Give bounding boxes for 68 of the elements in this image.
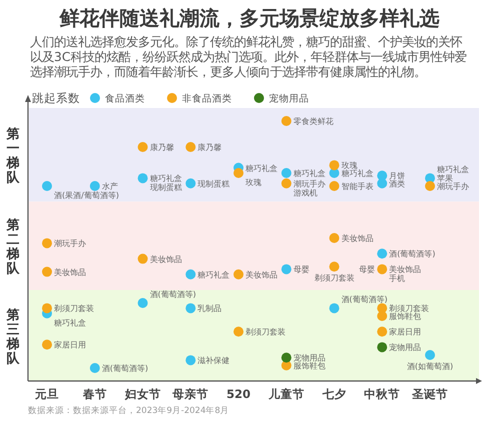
annotation: 服饰鞋包: [293, 361, 326, 370]
annotation: 剃须刀套装: [314, 274, 354, 283]
x-tick-label: 圣诞节: [411, 387, 448, 401]
annotation: 酒(葡萄酒等): [150, 290, 196, 299]
x-tick-label: 520: [226, 387, 251, 401]
annotation: 美妆饰品: [389, 265, 422, 274]
annotation: 糖巧礼盒: [198, 270, 230, 280]
annotation: 糖巧礼盒: [54, 318, 86, 328]
annotation: 宠物用品: [389, 343, 422, 352]
annotation: 酒(葡萄酒等): [102, 364, 148, 373]
x-tick-label: 元旦: [34, 387, 59, 401]
annotation: 智能手表: [341, 182, 374, 191]
annotation: 滋补保健: [198, 356, 230, 366]
annotation: 潮玩手办: [54, 239, 86, 248]
annotation: 玫瑰: [341, 161, 358, 170]
annotation: 游戏机: [293, 188, 318, 198]
band-label: 第一梯队: [6, 127, 20, 186]
annotation: 服饰鞋包: [389, 312, 422, 321]
annotation: 母婴: [293, 265, 310, 274]
x-tick-label: 七夕: [321, 387, 346, 401]
annotation: 糖巧礼盒: [341, 169, 374, 178]
legend-label: 宠物用品: [269, 92, 309, 104]
annotation: 糖巧礼盒: [437, 165, 469, 174]
annotation: 零食类鲜花: [293, 117, 334, 126]
x-tick-label: 儿童节: [267, 387, 304, 401]
x-tick-label: 春节: [82, 387, 107, 401]
annotation: 康乃馨: [198, 143, 222, 152]
annotation: 酒(葡萄酒等): [389, 250, 436, 259]
annotation: 现制蛋糕: [150, 183, 182, 192]
annotation: 乳制品: [198, 304, 222, 314]
annotation: 手机: [389, 274, 406, 284]
y-axis-title: 跳起系数: [32, 91, 80, 105]
annotation: 月饼: [389, 172, 406, 181]
annotation: 美妆饰品: [54, 268, 86, 277]
legend-label: 非食品酒类: [182, 92, 232, 104]
annotation: 酒(葡萄酒等): [341, 295, 388, 304]
chart-title: 鲜花伴随送礼潮流，多元场景绽放多样礼选: [58, 5, 440, 32]
source-note: 数据来源：数据来源平台，2023年9月-2024年8月: [28, 405, 230, 417]
annotation: 苹果: [437, 174, 453, 184]
annotation: 酒(果酒/葡萄酒等): [54, 191, 119, 200]
annotation: 美妆饰品: [341, 234, 374, 243]
annotation: 康乃馨: [150, 143, 174, 152]
annotation: 家居日用: [389, 328, 422, 337]
annotation: 糖巧礼盒: [246, 164, 278, 173]
annotation: 水产: [102, 182, 118, 191]
annotation: 现制蛋糕: [198, 179, 230, 188]
band-label: 第二梯队: [6, 218, 20, 277]
annotation: 剃须刀套装: [54, 304, 94, 314]
annotation: 潮玩手办: [437, 182, 469, 191]
annotation: 糖巧礼盒: [293, 169, 326, 178]
annotation: 玫瑰: [246, 178, 262, 187]
annotation: 剃须刀套装: [389, 304, 430, 314]
annotation: 潮玩手办: [293, 179, 326, 188]
annotation: 剃须刀套装: [246, 328, 286, 337]
x-tick-label: 中秋节: [364, 387, 400, 401]
chart-subtitle: 人们的送礼选择愈发多元化。除了传统的鲜花礼赞，糖巧的甜蜜、个护美妆的关怀以及3C科技的炫酷，纷纷跃然成为热门选项。此外，年轻群体与一线城市男性钟爱选择潮玩手办，而随着年龄渐长，更多人倾向于选择带有健康属性的礼物。: [30, 35, 468, 80]
annotation: 宠物用品: [293, 354, 326, 363]
x-tick-label: 妇女节: [124, 387, 161, 401]
annotation: 糖巧礼盒: [150, 174, 182, 184]
annotation: 酒(如葡萄酒): [406, 362, 454, 371]
annotation: 酒类: [389, 179, 406, 188]
legend-label: 食品酒类: [105, 92, 145, 104]
annotation: 母婴: [359, 265, 376, 274]
annotation: 美妆饰品: [246, 270, 278, 280]
annotation: 美妆饰品: [150, 254, 182, 264]
x-tick-label: 母亲节: [172, 387, 209, 401]
annotation: 家居日用: [54, 340, 86, 350]
band-label: 第三梯队: [6, 308, 20, 366]
